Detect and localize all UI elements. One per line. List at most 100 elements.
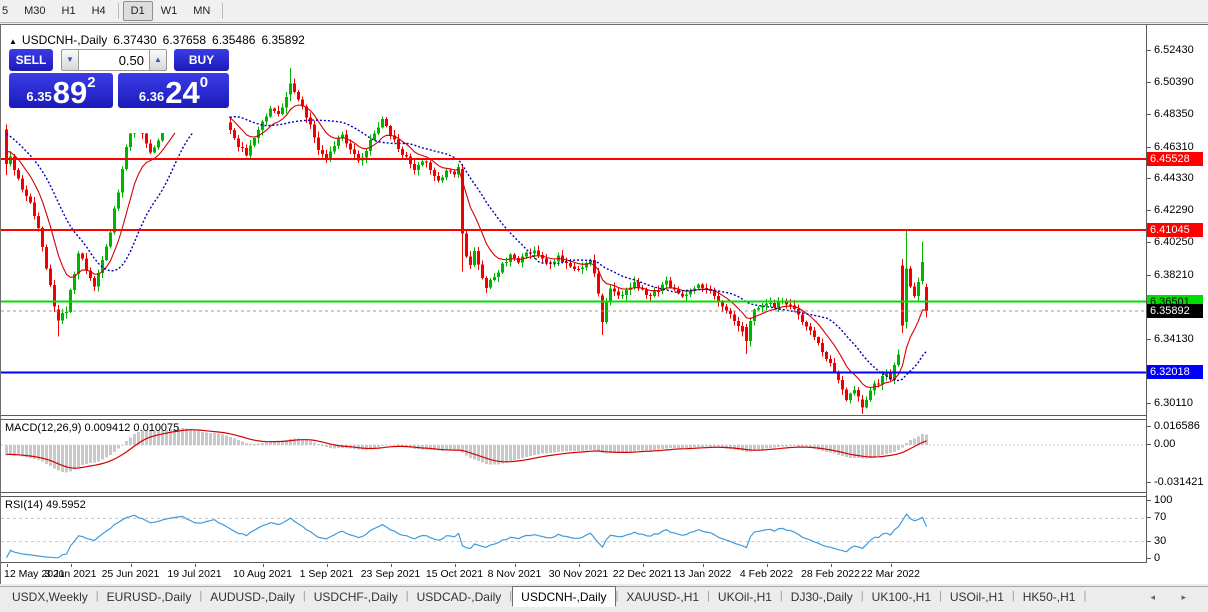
tab-divider: | bbox=[1011, 590, 1015, 602]
timeframe-button-m30[interactable]: M30 bbox=[24, 5, 46, 17]
price-axis-label: 6.42290 bbox=[1154, 204, 1194, 217]
symbol-title: USDCNH-,Daily bbox=[21, 33, 108, 47]
rsi-axis-tick bbox=[1147, 541, 1151, 542]
price-axis-tick bbox=[1147, 274, 1151, 276]
volume-decrease-button[interactable]: ▼ bbox=[61, 49, 79, 71]
tab-divider: | bbox=[405, 590, 409, 602]
rsi-indicator-panel[interactable]: RSI(14) 49.5952 bbox=[1, 496, 1146, 563]
price-axis-label: 6.38210 bbox=[1154, 268, 1194, 281]
chart-tab-usdcad-daily[interactable]: USDCAD-,Daily bbox=[416, 590, 502, 604]
date-axis-tick bbox=[70, 564, 72, 567]
date-axis-label: 19 Jul 2021 bbox=[167, 568, 222, 580]
buy-price-big: 24 bbox=[165, 75, 200, 110]
rsi-axis-label: 100 bbox=[1154, 494, 1173, 506]
timeframe-button-mn[interactable]: MN bbox=[193, 5, 211, 17]
date-axis-label: 13 Jan 2022 bbox=[673, 568, 732, 580]
date-axis-tick bbox=[890, 564, 892, 567]
date-axis-tick bbox=[514, 564, 516, 567]
rsi-axis-tick bbox=[1147, 558, 1151, 559]
buy-button[interactable]: BUY bbox=[174, 49, 229, 71]
tab-divider: | bbox=[860, 590, 864, 602]
price-axis-tick bbox=[1147, 146, 1151, 148]
macd-chart[interactable] bbox=[1, 420, 1146, 492]
toolbar-divider bbox=[222, 3, 224, 19]
chart-tab-usdcnh-daily[interactable]: USDCNH-,Daily bbox=[512, 586, 616, 607]
tab-divider: | bbox=[939, 590, 942, 602]
price-level-badge: 6.41045 bbox=[1147, 222, 1203, 237]
chart-tab-xauusd-h1[interactable]: XAUUSD-,H1 bbox=[626, 590, 700, 604]
date-axis-label: 10 Aug 2021 bbox=[233, 568, 292, 580]
sell-price-sup: 2 bbox=[87, 74, 96, 91]
chart-tab-dj30-daily[interactable]: DJ30-,Daily bbox=[790, 590, 853, 604]
date-axis-tick bbox=[6, 564, 8, 567]
price-axis-label: 6.50390 bbox=[1154, 76, 1194, 89]
price-axis-label: 6.30110 bbox=[1154, 396, 1193, 409]
chart-tab-audusd-daily[interactable]: AUDUSD-,Daily bbox=[210, 590, 295, 604]
price-axis-tick bbox=[1147, 402, 1151, 404]
chart-tab-hk50-h1[interactable]: HK50-,H1 bbox=[1022, 590, 1076, 604]
price-axis-tick bbox=[1147, 114, 1151, 116]
macd-label: MACD(12,26,9) 0.009412 0.010075 bbox=[5, 422, 180, 434]
sell-price-box[interactable]: 6.35 89 2 bbox=[9, 73, 113, 108]
toolbar-divider bbox=[117, 3, 119, 19]
buy-price-box[interactable]: 6.36 24 0 bbox=[118, 73, 229, 108]
chart-tab-uk100-h1[interactable]: UK100-,H1 bbox=[871, 590, 932, 604]
price-axis-tick bbox=[1147, 49, 1151, 51]
timeframe-button-w1[interactable]: W1 bbox=[160, 5, 178, 17]
date-axis-label: 3 Jun 2021 bbox=[44, 568, 97, 580]
date-axis-label: 12 May 2021 bbox=[4, 568, 65, 580]
sell-button[interactable]: SELL bbox=[9, 49, 53, 71]
rsi-axis-label: 70 bbox=[1154, 511, 1167, 523]
date-axis-tick bbox=[830, 564, 832, 567]
ohlc-open: 6.37430 bbox=[113, 33, 157, 47]
timeframe-button-h1[interactable]: H1 bbox=[61, 5, 76, 17]
candlestick-chart[interactable] bbox=[1, 28, 1146, 416]
price-chart-panel[interactable]: ▲ USDCNH-,Daily 6.37430 6.37658 6.35486 6.358… bbox=[1, 28, 1146, 416]
date-axis-label: 1 Sep 2021 bbox=[299, 568, 354, 580]
price-axis-separator bbox=[1146, 25, 1147, 563]
chart-tab-bar: USDX,Weekly | EURUSD-,Daily | AUDUSD-,Daily |… bbox=[0, 586, 1208, 612]
sell-price-big: 89 bbox=[52, 75, 88, 110]
date-axis-tick bbox=[454, 564, 456, 567]
date-axis-label: 28 Feb 2022 bbox=[801, 568, 860, 580]
date-axis-label: 30 Nov 2021 bbox=[548, 568, 609, 580]
tab-divider: | bbox=[199, 590, 203, 602]
chart-tab-ukoil-h1[interactable]: UKOil-,H1 bbox=[717, 590, 772, 604]
date-axis-label: 4 Feb 2022 bbox=[739, 568, 794, 580]
timeframe-button-h4[interactable]: H4 bbox=[91, 5, 106, 17]
collapse-chart-icon[interactable]: ▲ bbox=[9, 37, 17, 46]
date-axis-tick bbox=[702, 564, 704, 567]
volume-increase-button[interactable]: ▲ bbox=[149, 49, 167, 71]
date-axis-tick bbox=[130, 564, 132, 567]
price-axis-tick bbox=[1147, 82, 1151, 84]
chart-tab-eurusd-daily[interactable]: EURUSD-,Daily bbox=[106, 590, 192, 604]
macd-axis-tick bbox=[1147, 482, 1151, 483]
date-axis-label: 8 Nov 2021 bbox=[487, 568, 542, 580]
buy-price-prefix: 6.36 bbox=[138, 89, 165, 104]
date-axis-tick bbox=[262, 564, 264, 567]
date-axis-tick bbox=[194, 564, 196, 567]
timeframe-button-d1[interactable]: D1 bbox=[122, 1, 153, 21]
tab-divider: | bbox=[615, 590, 619, 602]
volume-input[interactable] bbox=[79, 49, 149, 71]
rsi-axis-tick bbox=[1147, 517, 1151, 518]
price-axis-tick bbox=[1147, 210, 1151, 212]
chart-tab-usoil-h1[interactable]: USOil-,H1 bbox=[949, 590, 1004, 604]
tab-scroll-arrows[interactable]: ◂ ▸ bbox=[1150, 592, 1198, 602]
date-axis-label: 15 Oct 2021 bbox=[425, 568, 484, 580]
macd-axis-tick bbox=[1147, 444, 1151, 445]
price-axis-tick bbox=[1147, 242, 1151, 244]
chart-tab-usdchf-daily[interactable]: USDCHF-,Daily bbox=[313, 590, 398, 604]
current-price-badge: 6.35892 bbox=[1147, 304, 1203, 319]
tab-divider: | bbox=[95, 590, 99, 602]
chart-tab-usdx-weekly[interactable]: USDX,Weekly bbox=[12, 590, 88, 604]
rsi-axis-tick bbox=[1147, 500, 1151, 501]
macd-indicator-panel[interactable]: MACD(12,26,9) 0.009412 0.010075 bbox=[1, 419, 1146, 493]
timeframe-button-5[interactable]: 5 bbox=[2, 5, 9, 17]
rsi-chart[interactable] bbox=[1, 497, 1146, 562]
ohlc-high: 6.37658 bbox=[162, 33, 207, 47]
sell-price-prefix: 6.35 bbox=[26, 89, 52, 104]
date-axis-tick bbox=[766, 564, 768, 567]
date-axis-label: 23 Sep 2021 bbox=[360, 568, 421, 580]
date-axis[interactable]: 12 May 2021 3 Jun 2021 25 Jun 2021 19 Jul 2… bbox=[1, 564, 1208, 583]
